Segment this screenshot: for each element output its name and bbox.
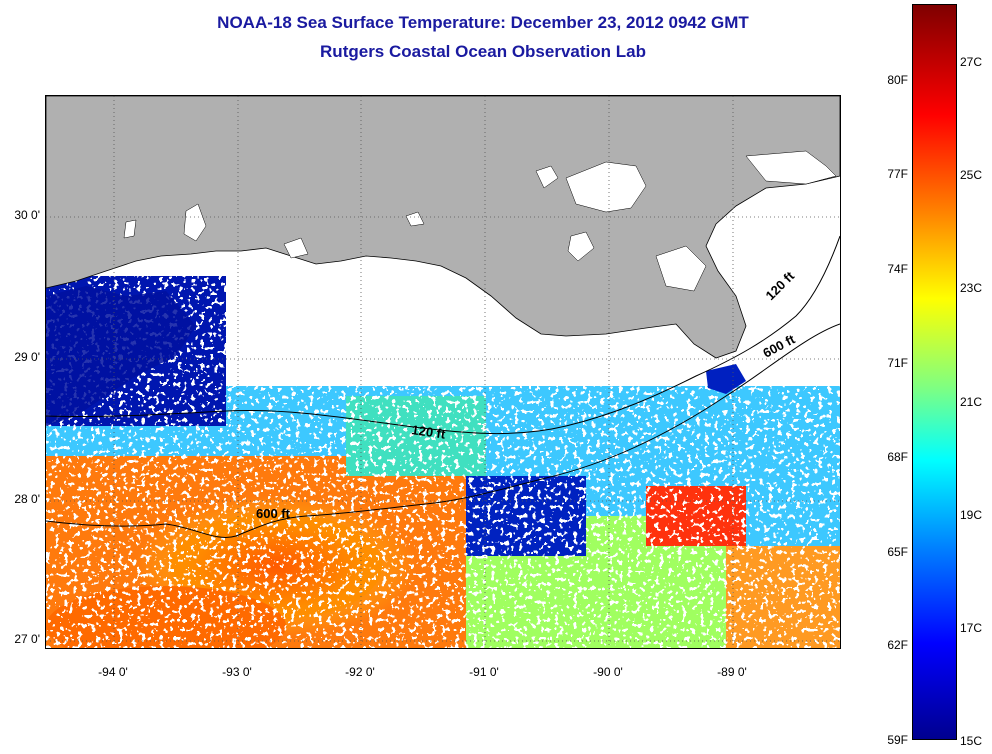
lat-label-30: 30 0' bbox=[14, 208, 40, 222]
map-title: NOAA-18 Sea Surface Temperature: Decembe… bbox=[217, 13, 749, 32]
colorbar-f-label-59: 59F bbox=[887, 733, 908, 747]
sst-map: 120 ft 600 ft 120 ft 600 ft bbox=[45, 95, 841, 649]
contour-label-120ft-east: 120 ft bbox=[763, 268, 798, 303]
lon-label-91: -91 0' bbox=[469, 665, 499, 679]
colorbar-c-label-17: 17C bbox=[960, 621, 983, 635]
colorbar-c-label-19: 19C bbox=[960, 508, 983, 522]
land-mass bbox=[46, 96, 840, 359]
lat-label-27: 27 0' bbox=[14, 632, 40, 646]
colorbar-c-label-27: 27C bbox=[960, 55, 983, 69]
lon-label-89: -89 0' bbox=[717, 665, 747, 679]
lon-label-90: -90 0' bbox=[593, 665, 623, 679]
colorbar-f-label-71: 71F bbox=[887, 356, 908, 370]
colorbar-c-label-23: 23C bbox=[960, 281, 983, 295]
graticule bbox=[46, 96, 840, 648]
contour-label-120ft-west: 120 ft bbox=[411, 422, 447, 442]
sst-map-svg: 120 ft 600 ft 120 ft 600 ft bbox=[46, 96, 840, 648]
colorbar-f-label-65: 65F bbox=[887, 545, 908, 559]
colorbar-f-label-80: 80F bbox=[887, 73, 908, 87]
contour-600ft bbox=[46, 323, 840, 538]
colorbar-c-label-21: 21C bbox=[960, 395, 983, 409]
lat-label-28: 28 0' bbox=[14, 492, 40, 506]
contour-label-600ft-east: 600 ft bbox=[760, 331, 798, 361]
lon-label-93: -93 0' bbox=[222, 665, 252, 679]
colorbar-f-label-62: 62F bbox=[887, 638, 908, 652]
lat-label-29: 29 0' bbox=[14, 350, 40, 364]
contour-label-600ft-west: 600 ft bbox=[256, 506, 291, 521]
colorbar-c-label-25: 25C bbox=[960, 168, 983, 182]
colorbar-f-label-77: 77F bbox=[887, 167, 908, 181]
map-subtitle: Rutgers Coastal Ocean Observation Lab bbox=[320, 42, 646, 61]
lon-label-92: -92 0' bbox=[345, 665, 375, 679]
contour-120ft bbox=[46, 235, 840, 435]
colorbar-c-label-15: 15C bbox=[960, 734, 983, 748]
colorbar-f-label-68: 68F bbox=[887, 450, 908, 464]
inland-lakes bbox=[123, 150, 837, 292]
colorbar-f-label-74: 74F bbox=[887, 262, 908, 276]
colorbar bbox=[912, 4, 957, 740]
lon-label-94: -94 0' bbox=[98, 665, 128, 679]
